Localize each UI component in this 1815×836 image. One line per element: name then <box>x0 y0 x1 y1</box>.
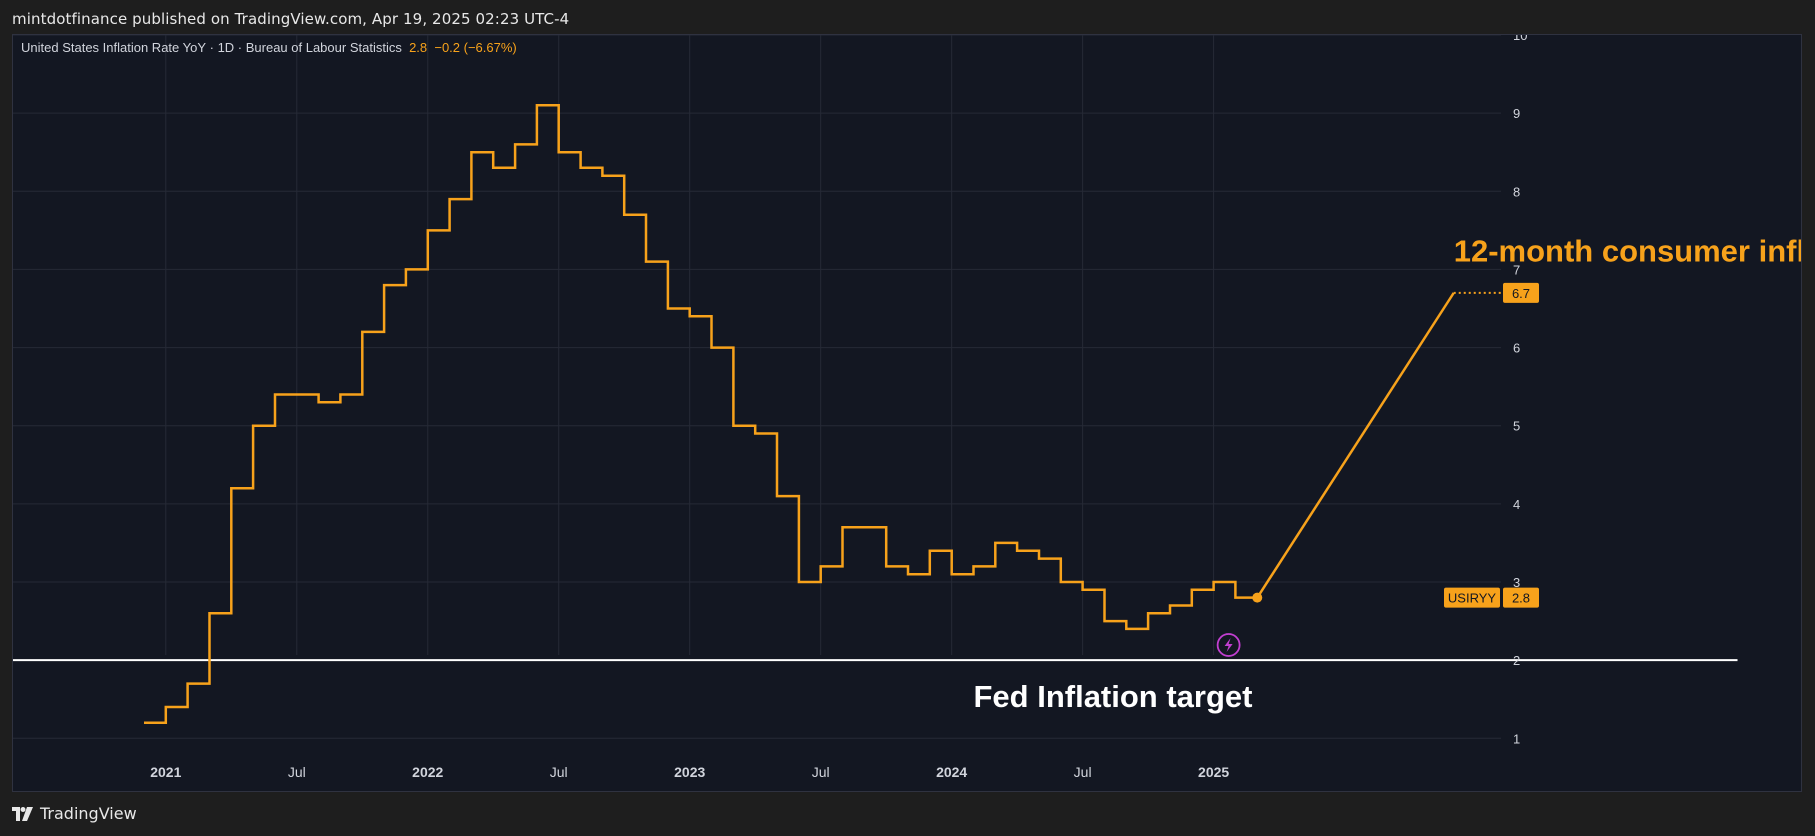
tradingview-logo-icon <box>12 806 33 821</box>
x-tick-label: Jul <box>550 764 568 780</box>
y-tick-label: 6 <box>1513 341 1520 356</box>
projection-value-text: 6.7 <box>1512 286 1530 301</box>
last-value-labels: USIRYY 2.8 <box>1444 587 1539 608</box>
event-marker-bolt <box>1224 638 1233 652</box>
series-group <box>144 104 1501 724</box>
expectations-annotation: 12-month consumer inflation expectations <box>1454 234 1802 269</box>
x-tick-label: Jul <box>1074 764 1092 780</box>
inflation-step-line <box>144 104 1258 724</box>
projection-line <box>1256 292 1455 599</box>
annotations: 12-month consumer inflation expectations… <box>973 234 1802 714</box>
y-tick-label: 1 <box>1513 731 1520 746</box>
footer-brand: TradingView <box>40 804 137 823</box>
x-tick-label: 2021 <box>150 764 181 780</box>
axes: 1 2 3 4 5 6 7 8 9 10 2021 Jul 2022 Jul 2023 Jul 2024 Jul 2… <box>150 35 1539 780</box>
legend-last-value: 2.8 <box>409 40 434 55</box>
x-tick-label: 2023 <box>674 764 705 780</box>
chart-frame[interactable]: 12-month consumer inflation expectations… <box>12 34 1802 792</box>
x-tick-label: 2022 <box>412 764 443 780</box>
projection-value-label: 6.7 <box>1503 282 1539 303</box>
y-tick-label: 9 <box>1513 106 1520 121</box>
y-tick-label: 2 <box>1513 653 1520 668</box>
x-tick-label: Jul <box>288 764 306 780</box>
fed-target-annotation: Fed Inflation target <box>973 679 1252 714</box>
x-tick-label: 2024 <box>936 764 967 780</box>
y-tick-label: 5 <box>1513 419 1520 434</box>
y-tick-label: 3 <box>1513 575 1520 590</box>
chart-svg[interactable]: 12-month consumer inflation expectations… <box>13 35 1802 792</box>
legend-meta: · 1D · Bureau of Labour Statistics <box>206 40 409 55</box>
x-tick-label: 2025 <box>1198 764 1229 780</box>
gridlines <box>13 35 1501 739</box>
y-tick-label: 4 <box>1513 497 1520 512</box>
last-value-dot <box>1252 592 1263 603</box>
published-line: mintdotfinance published on TradingView.… <box>12 10 570 28</box>
event-marker-ring <box>1216 633 1241 657</box>
last-value-badge <box>1503 587 1539 608</box>
footer-logo[interactable]: TradingView <box>12 804 137 823</box>
y-tick-label: 8 <box>1513 184 1520 199</box>
projection-value-badge <box>1503 282 1539 303</box>
symbol-badge-text: USIRYY <box>1448 591 1496 606</box>
legend-change: −0.2 (−6.67%) <box>434 40 516 55</box>
lightning-bolt-icon[interactable] <box>1216 633 1241 657</box>
last-value-text: 2.8 <box>1512 591 1530 606</box>
legend[interactable]: United States Inflation Rate YoY · 1D · … <box>21 40 517 55</box>
y-tick-label: 7 <box>1513 262 1520 277</box>
y-tick-label: 10 <box>1513 35 1527 43</box>
legend-symbol: United States Inflation Rate YoY <box>21 40 206 55</box>
x-tick-label: Jul <box>812 764 830 780</box>
plot-background <box>13 35 1801 791</box>
symbol-badge <box>1444 587 1500 608</box>
